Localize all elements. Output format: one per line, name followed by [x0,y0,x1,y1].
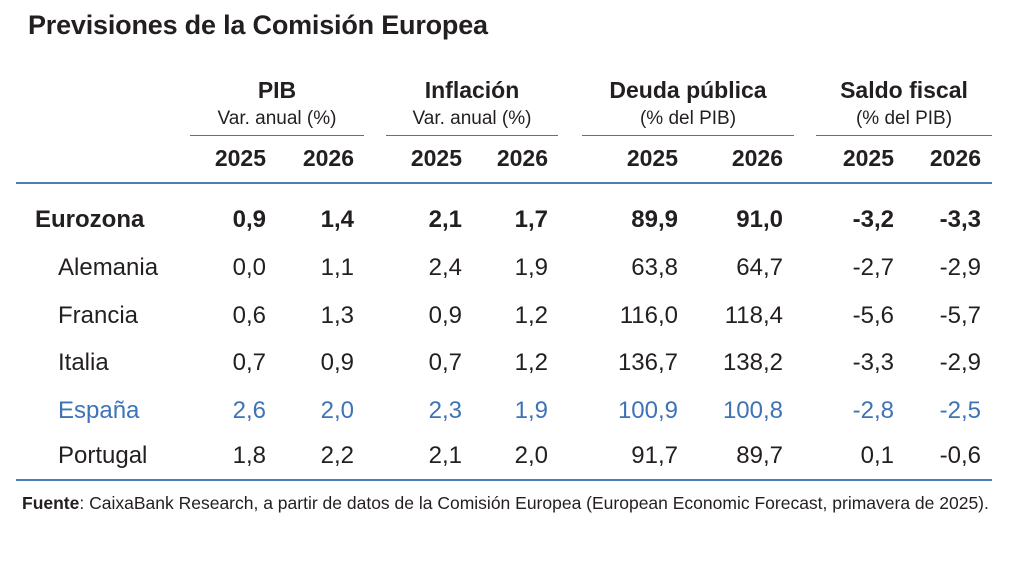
cell: -5,6 [852,302,894,329]
header-divider [16,182,992,184]
cell: -2,9 [939,254,981,281]
cell: 1,4 [320,206,354,233]
cell: 116,0 [619,302,678,329]
row-label: Francia [58,302,139,329]
table-bottom-divider [16,479,992,481]
group-subtitle: (% del PIB) [855,108,953,129]
year-header: 2025 [410,145,462,171]
cell: 2,0 [514,442,548,469]
cell: 2,1 [428,206,462,233]
group-header-deuda: Deuda pública (% del PIB) [582,76,794,131]
cell: 0,9 [232,206,266,233]
cell: 1,2 [514,302,548,329]
group-title: Deuda pública [609,77,767,103]
cell: -0,6 [939,442,981,469]
group-header-inflacion: Inflación Var. anual (%) [386,76,558,131]
table-title: Previsiones de la Comisión Europea [28,10,488,40]
group-title: PIB [257,77,297,103]
cell: 1,8 [232,442,266,469]
cell: 2,2 [320,442,354,469]
year-header: 2026 [496,145,548,171]
row-label: Alemania [58,254,159,281]
cell: -3,2 [852,206,894,233]
cell: 100,8 [722,397,783,424]
cell: 2,0 [320,397,354,424]
source-text: : CaixaBank Research, a partir de datos … [79,493,989,513]
group-subtitle: Var. anual (%) [412,108,532,129]
cell: 0,0 [232,254,266,281]
cell: 118,4 [724,302,783,329]
cell: -3,3 [852,349,894,376]
cell: 0,1 [860,442,894,469]
cell: 138,2 [722,349,783,376]
cell: -2,8 [852,397,894,424]
year-header: 2026 [302,145,354,171]
group-underline [816,135,992,136]
cell: 89,7 [736,442,783,469]
cell: 2,4 [428,254,462,281]
cell: 1,1 [320,254,354,281]
cell: 2,3 [428,397,462,424]
year-header: 2026 [929,145,981,171]
cell: 64,7 [736,254,783,281]
cell: 1,3 [320,302,354,329]
group-underline [582,135,794,136]
year-header: 2026 [731,145,783,171]
table-row-italia: Italia 0,7 0,9 0,7 1,2 136,7 138,2 -3,3 … [0,345,1011,385]
cell: 91,0 [736,206,783,233]
group-header-saldo: Saldo fiscal (% del PIB) [816,76,992,131]
cell: 1,7 [514,206,548,233]
cell: 63,8 [631,254,678,281]
cell: 2,1 [428,442,462,469]
year-header: 2025 [842,145,894,171]
cell: 0,9 [320,349,354,376]
cell: 91,7 [631,442,678,469]
cell: -5,7 [939,302,981,329]
cell: 0,6 [232,302,266,329]
cell: -3,3 [939,206,981,233]
cell: 2,6 [232,397,266,424]
cell: 1,9 [514,397,548,424]
group-subtitle: (% del PIB) [639,108,737,129]
cell: -2,9 [939,349,981,376]
group-underline [190,135,364,136]
table-row-espana: España 2,6 2,0 2,3 1,9 100,9 100,8 -2,8 … [0,393,1011,433]
group-header-pib: PIB Var. anual (%) [190,76,364,131]
year-header: 2025 [214,145,266,171]
group-subtitle: Var. anual (%) [217,108,337,129]
cell: 1,2 [514,349,548,376]
table-row-francia: Francia 0,6 1,3 0,9 1,2 116,0 118,4 -5,6… [0,298,1011,338]
cell: 0,7 [232,349,266,376]
row-label: Portugal [58,442,148,469]
cell: -2,5 [939,397,981,424]
group-underline [386,135,558,136]
table-row-alemania: Alemania 0,0 1,1 2,4 1,9 63,8 64,7 -2,7 … [0,250,1011,290]
cell: 1,9 [514,254,548,281]
year-header: 2025 [626,145,678,171]
row-label: Italia [58,349,109,376]
cell: 0,7 [428,349,462,376]
row-label: España [58,397,140,424]
cell: 100,9 [617,397,678,424]
source-note: Fuente: CaixaBank Research, a partir de … [22,490,994,516]
source-label: Fuente [22,493,80,513]
cell: 0,9 [428,302,462,329]
table-row-eurozona: Eurozona 0,9 1,4 2,1 1,7 89,9 91,0 -3,2 … [0,202,1011,242]
table-row-portugal: Portugal 1,8 2,2 2,1 2,0 91,7 89,7 0,1 -… [0,438,1011,478]
cell: 136,7 [617,349,678,376]
cell: -2,7 [852,254,894,281]
cell: 89,9 [631,206,678,233]
group-title: Saldo fiscal [840,77,968,103]
row-label: Eurozona [35,206,145,233]
group-title: Inflación [424,77,520,103]
